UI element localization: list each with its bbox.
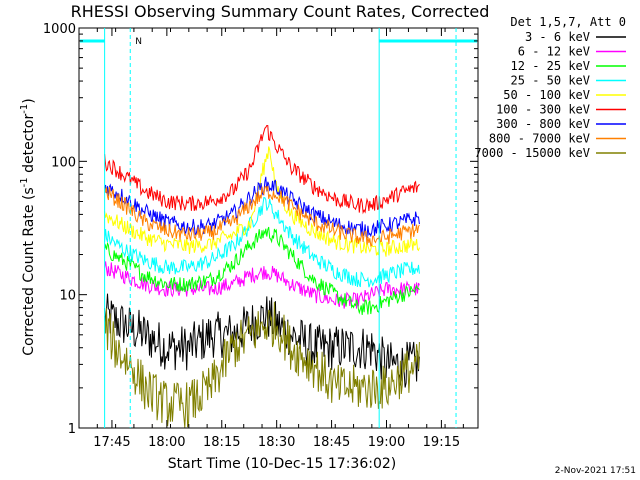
y-tick-label: 10: [59, 289, 76, 304]
legend-label: 100 - 300 keV: [496, 103, 590, 117]
x-tick-label: 18:00: [148, 435, 185, 450]
legend-header: Det 1,5,7, Att 0: [510, 15, 626, 29]
attenuator-marker-label: N: [135, 37, 142, 47]
chart-title: RHESSI Observing Summary Count Rates, Co…: [71, 2, 490, 21]
legend-label: 25 - 50 keV: [511, 74, 590, 88]
x-tick-label: 18:45: [313, 435, 350, 450]
y-tick-label: 1000: [43, 22, 76, 37]
x-axis-label: Start Time (10-Dec-15 17:36:02): [168, 456, 396, 472]
y-tick-label: 100: [51, 155, 76, 170]
series-trace-2: [104, 226, 420, 315]
legend-label: 12 - 25 keV: [511, 59, 590, 73]
series-trace-0: [104, 293, 420, 388]
legend-label: 50 - 100 keV: [503, 88, 590, 102]
legend-label: 7000 - 15000 keV: [474, 146, 590, 160]
series-trace-1: [104, 261, 420, 309]
series-trace-3: [104, 196, 420, 288]
series-trace-8: [104, 301, 420, 428]
y-axis-label: Corrected Count Rate (s-1 detector-1): [19, 98, 37, 355]
x-tick-label: 18:30: [258, 435, 295, 450]
legend-label: 3 - 6 keV: [525, 30, 590, 44]
footer-timestamp: 2-Nov-2021 17:51: [555, 466, 636, 476]
y-tick-label: 1: [68, 422, 76, 437]
x-tick-label: 17:45: [93, 435, 130, 450]
x-tick-label: 18:15: [203, 435, 240, 450]
x-tick-label: 19:00: [368, 435, 405, 450]
plot-frame: [78, 27, 479, 429]
legend-label: 300 - 800 keV: [496, 117, 590, 131]
series-trace-5: [104, 124, 420, 215]
series-trace-7: [104, 185, 420, 247]
plot-area: N 1 10 100 1000 17:45 18:00 18:15 18:30 18:45 19:0…: [43, 22, 479, 450]
legend-label: 800 - 7000 keV: [489, 132, 590, 146]
x-tick-label: 19:15: [423, 435, 460, 450]
legend-label: 6 - 12 keV: [518, 45, 590, 59]
